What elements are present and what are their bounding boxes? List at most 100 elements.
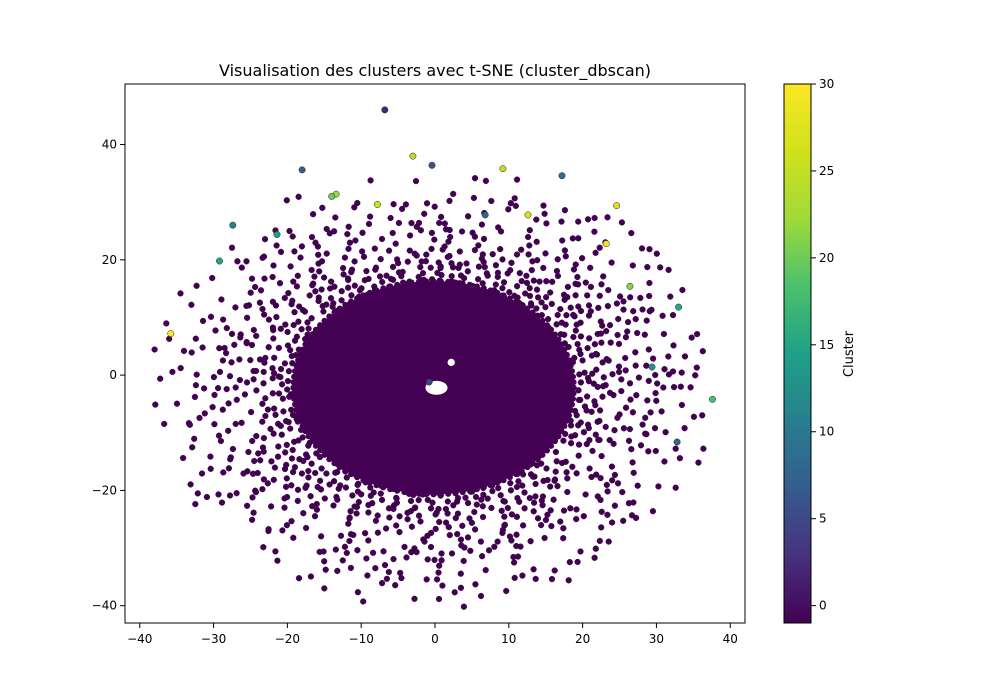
noise-point [303, 524, 310, 532]
noise-point [672, 445, 679, 452]
noise-point [359, 229, 366, 236]
noise-point [587, 264, 594, 271]
noise-point [457, 570, 464, 577]
noise-point [598, 453, 605, 460]
noise-point [318, 286, 325, 293]
noise-point [448, 260, 455, 267]
noise-point [665, 353, 672, 360]
core-edge-point [500, 292, 507, 299]
noise-point [283, 475, 290, 482]
noise-point [259, 486, 266, 493]
core-edge-point [299, 423, 306, 429]
core-edge-point [437, 491, 444, 498]
noise-point [265, 527, 272, 535]
core-edge-point [336, 305, 343, 312]
noise-point [372, 517, 380, 524]
noise-point [591, 214, 598, 222]
noise-point [260, 544, 267, 551]
noise-point [560, 437, 567, 444]
noise-point [279, 527, 286, 534]
noise-point [236, 356, 243, 363]
noise-point [465, 500, 472, 507]
noise-point [652, 447, 659, 455]
noise-point [390, 201, 397, 208]
noise-point [454, 530, 461, 538]
noise-point [513, 513, 521, 520]
noise-point [693, 331, 701, 338]
noise-point [596, 407, 604, 414]
noise-point [618, 388, 625, 395]
noise-point [432, 525, 439, 533]
noise-point [459, 522, 466, 529]
noise-point [620, 425, 628, 432]
noise-point [472, 581, 479, 588]
colorbar-tick-label: 5 [819, 512, 827, 526]
noise-point [630, 499, 637, 506]
noise-point [457, 272, 465, 279]
noise-point [169, 368, 176, 376]
noise-point [626, 426, 634, 433]
core-edge-point [555, 433, 562, 440]
noise-point [552, 468, 559, 475]
noise-point [609, 371, 616, 378]
noise-point [311, 513, 319, 520]
noise-point [361, 277, 368, 284]
noise-point [428, 529, 435, 537]
noise-point [499, 526, 507, 534]
noise-point [285, 368, 293, 375]
noise-point [367, 177, 374, 184]
noise-point [408, 549, 415, 556]
noise-point [550, 496, 557, 503]
noise-point [658, 408, 665, 415]
noise-point [241, 391, 249, 398]
noise-point [346, 239, 354, 246]
noise-point [298, 470, 306, 477]
noise-point [277, 366, 285, 373]
core-edge-point [473, 283, 480, 290]
noise-point [247, 357, 254, 364]
noise-point [528, 267, 535, 274]
noise-point [259, 305, 266, 313]
noise-point [283, 441, 290, 449]
noise-point [512, 202, 519, 210]
core-edge-point [366, 479, 373, 486]
noise-point [326, 230, 333, 237]
noise-point [304, 319, 311, 326]
core-edge-point [309, 331, 316, 338]
noise-point [295, 437, 302, 444]
noise-point [548, 522, 555, 530]
noise-point [475, 263, 483, 270]
noise-point [561, 331, 568, 338]
noise-point [670, 342, 677, 349]
noise-point [527, 300, 535, 307]
noise-point [507, 487, 515, 494]
noise-point [690, 413, 698, 420]
noise-point [592, 431, 599, 438]
noise-point [152, 401, 159, 408]
noise-point [672, 484, 679, 491]
noise-point [538, 299, 545, 306]
noise-point [381, 561, 389, 569]
noise-point [201, 410, 208, 417]
noise-point [508, 511, 516, 518]
noise-point [215, 432, 223, 439]
cluster-point [675, 303, 683, 311]
noise-point [377, 490, 384, 497]
noise-point [367, 492, 374, 499]
noise-point [526, 227, 533, 234]
noise-point [567, 304, 574, 311]
noise-point [518, 246, 525, 253]
noise-point [643, 317, 650, 324]
noise-point [260, 435, 268, 442]
core-edge-point [293, 362, 300, 369]
noise-point [534, 257, 541, 264]
noise-point [681, 353, 689, 360]
core-edge-point [529, 309, 536, 316]
noise-point [383, 575, 391, 582]
noise-point [257, 457, 264, 464]
noise-point [286, 227, 293, 235]
noise-point [253, 332, 260, 340]
noise-point [575, 218, 582, 225]
noise-point [365, 509, 372, 516]
core-edge-point [297, 351, 304, 358]
